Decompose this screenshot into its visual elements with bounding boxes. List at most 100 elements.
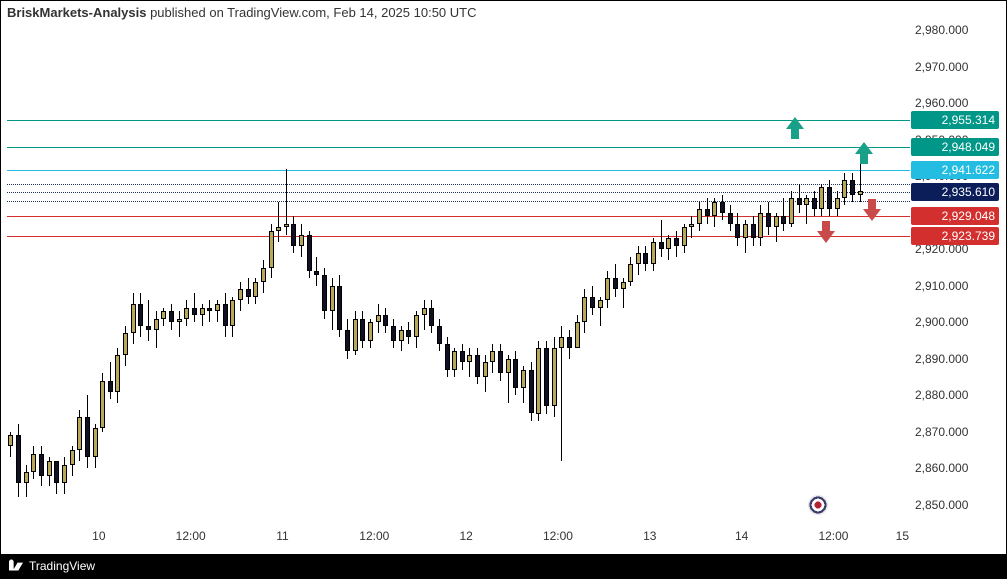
candle-body [39,454,44,476]
candle-body [529,370,534,414]
candle-body [207,308,212,312]
candle-body [330,286,335,312]
candle-body [261,268,266,283]
candle-body [215,304,220,311]
candle-body [513,359,518,388]
arrow-down-icon [817,231,835,243]
price-label: 2,955.314 [911,111,999,129]
candle-body [590,297,595,308]
candle-body [506,359,511,374]
candle-wick [209,300,210,322]
candle-body [666,238,671,249]
candle-body [781,216,786,223]
x-tick: 13 [643,529,656,543]
candle-body [743,224,748,239]
x-tick: 10 [92,529,105,543]
candle-body [31,454,36,472]
price-label: 2,935.610 [911,183,999,201]
candle-body [613,278,618,289]
candle-body [498,351,503,373]
candle-body [452,351,457,369]
x-tick: 12 [459,529,472,543]
candle-body [720,202,725,213]
candle-wick [860,162,861,202]
x-tick: 12:00 [176,529,206,543]
candle-body [360,319,365,341]
tradingview-logo-icon [9,558,23,575]
candle-body [108,381,113,392]
candle-body [598,300,603,307]
candle-body [146,326,151,330]
y-tick: 2,890.000 [915,352,968,366]
y-tick: 2,870.000 [915,425,968,439]
candle-body [406,330,411,337]
candle-body [437,326,442,344]
candle-body [276,227,281,231]
footer-brand: TradingView [29,559,95,573]
price-line-dotted [7,184,910,185]
price-line [7,170,910,171]
candle-body [253,282,258,297]
candle-wick [661,220,662,256]
candle-body [345,330,350,352]
arrow-up-icon [791,129,799,139]
arrow-down-icon [863,209,881,221]
price-label: 2,948.049 [911,138,999,156]
candle-body [712,202,717,217]
candle-body [414,315,419,337]
candle-body [835,198,840,209]
x-tick: 12:00 [818,529,848,543]
candle-body [115,355,120,391]
candle-wick [179,311,180,337]
candle-body [314,271,319,275]
candle-body [475,355,480,377]
candle-body [192,308,197,315]
candle-body [559,337,564,348]
candle-body [858,191,863,195]
x-tick: 12:00 [543,529,573,543]
candle-wick [783,198,784,231]
candle-body [636,253,641,264]
footer: TradingView [1,554,1006,578]
candle-body [299,235,304,246]
candle-body [307,235,312,271]
candle-body [674,238,679,245]
candle-body [445,344,450,370]
price-chart[interactable] [7,23,910,523]
candle-body [467,355,472,362]
candle-body [552,348,557,406]
candle-body [16,435,21,482]
candle-body [161,311,166,318]
price-label: 2,941.622 [911,161,999,179]
candle-body [605,278,610,300]
candle-body [628,264,633,282]
y-tick: 2,960.000 [915,96,968,110]
candle-wick [691,216,692,238]
candle-body [422,308,427,315]
price-line [7,192,910,193]
candle-body [177,319,182,323]
candle-body [368,322,373,340]
candle-body [789,198,794,224]
y-tick: 2,900.000 [915,315,968,329]
candle-body [24,472,29,483]
candle-body [291,224,296,246]
candle-body [804,198,809,205]
candle-body [184,308,189,319]
candle-body [705,209,710,216]
candle-body [621,282,626,289]
candle-wick [156,311,157,347]
candle-wick [424,300,425,329]
candle-body [850,180,855,195]
candle-wick [278,202,279,242]
candle-body [246,289,251,296]
candle-body [100,381,105,428]
candle-body [200,308,205,315]
candle-body [751,224,756,239]
candle-body [797,198,802,205]
us-flag-icon [808,495,828,515]
candle-body [766,213,771,228]
y-tick: 2,860.000 [915,461,968,475]
x-axis: 1012:001112:001212:00131412:0015 [7,525,910,549]
candle-body [659,242,664,249]
